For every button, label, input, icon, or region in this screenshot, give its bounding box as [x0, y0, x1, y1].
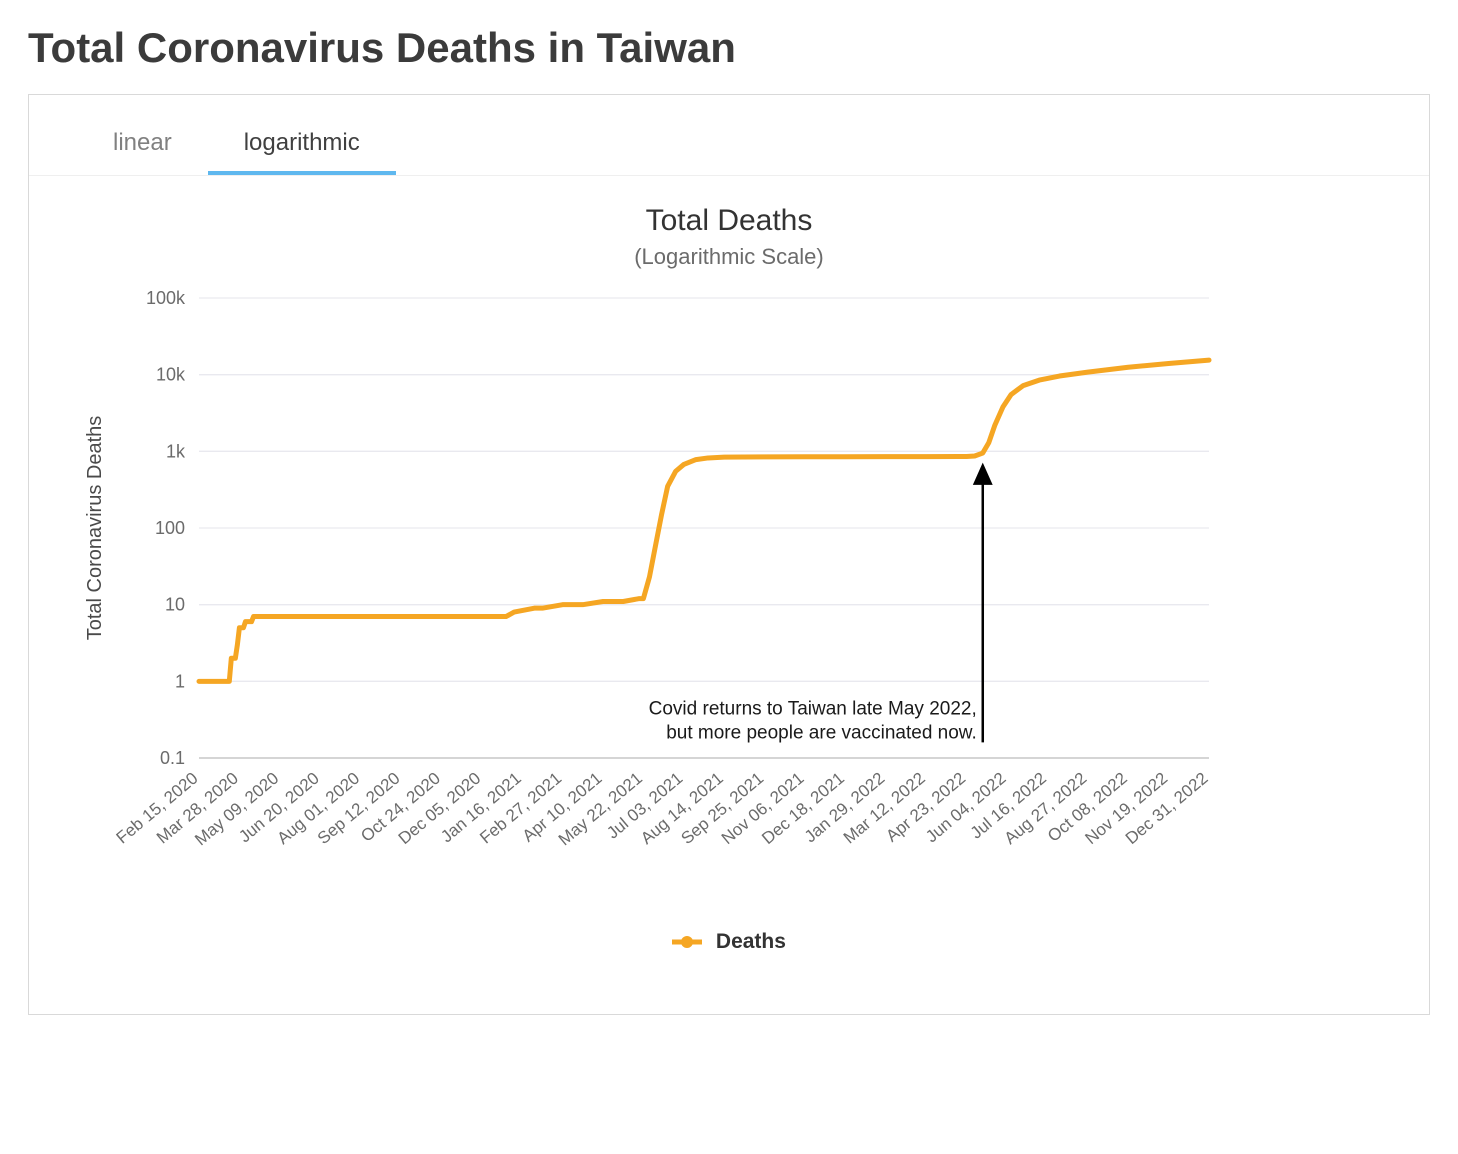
svg-text:but more people are vaccinated: but more people are vaccinated now. [666, 722, 977, 743]
svg-text:100: 100 [155, 518, 185, 538]
svg-text:10k: 10k [156, 365, 186, 385]
chart-subtitle: (Logarithmic Scale) [29, 244, 1429, 270]
tab-linear[interactable]: linear [77, 123, 208, 175]
svg-text:100k: 100k [146, 288, 186, 308]
chart-header: Total Deaths (Logarithmic Scale) [29, 204, 1429, 270]
scale-tabs: linear logarithmic [29, 95, 1429, 176]
legend-label-deaths: Deaths [716, 930, 786, 953]
svg-text:Covid returns to Taiwan late M: Covid returns to Taiwan late May 2022, [649, 698, 977, 719]
svg-text:0.1: 0.1 [160, 748, 185, 768]
svg-text:1: 1 [175, 671, 185, 691]
svg-text:1k: 1k [166, 441, 186, 461]
chart-card: linear logarithmic Total Deaths (Logarit… [28, 94, 1430, 1015]
tab-logarithmic[interactable]: logarithmic [208, 123, 396, 175]
deaths-line-chart: 0.1 1 10 100 1k 10k 100k Total Coronavirus Deat… [49, 278, 1229, 918]
chart-legend: Deaths [49, 930, 1409, 954]
page-root: Total Coronavirus Deaths in Taiwan linea… [0, 0, 1458, 1039]
legend-swatch-deaths [672, 939, 702, 945]
svg-text:Total Coronavirus Deaths: Total Coronavirus Deaths [84, 416, 106, 641]
svg-text:10: 10 [165, 595, 185, 615]
chart-area: 0.1 1 10 100 1k 10k 100k Total Coronavirus Deat… [29, 270, 1429, 1014]
chart-title: Total Deaths [29, 204, 1429, 238]
page-title: Total Coronavirus Deaths in Taiwan [28, 24, 1430, 72]
